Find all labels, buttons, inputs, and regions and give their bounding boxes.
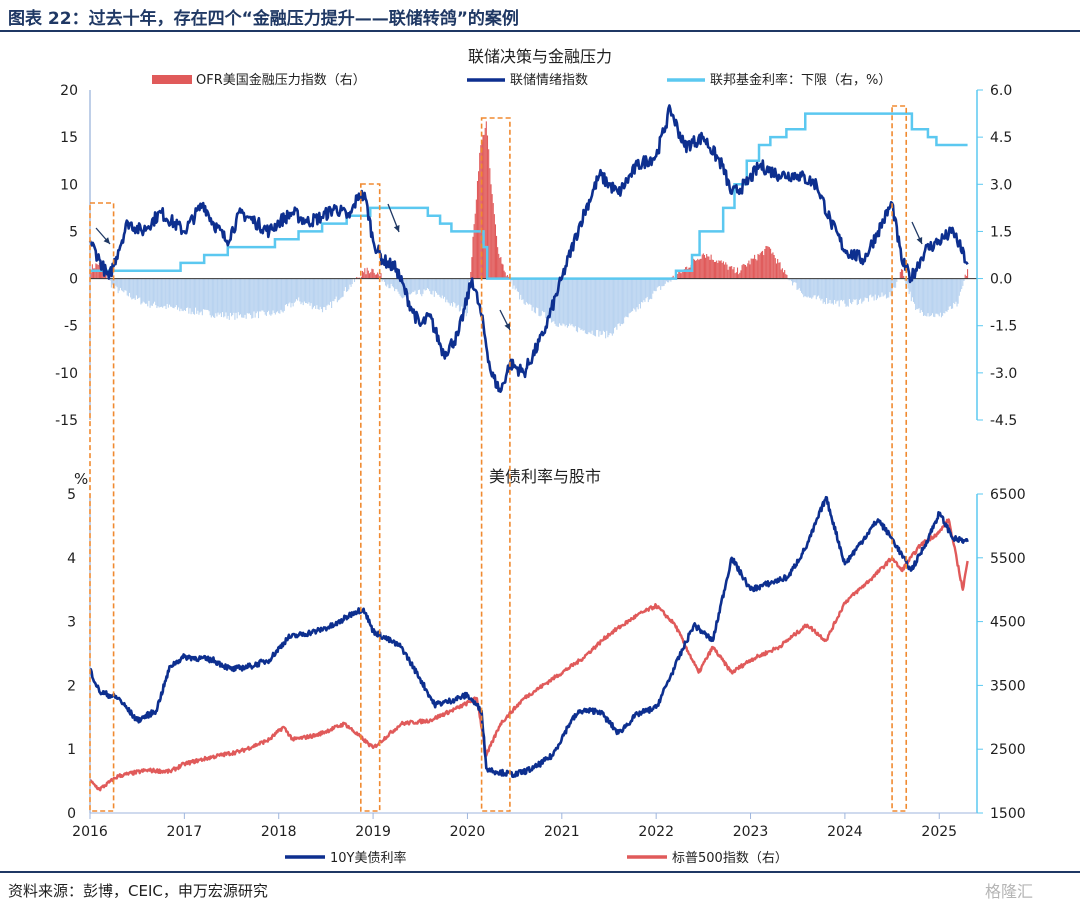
x-tick-label: 2017 [167, 824, 203, 840]
legend-label-10y: 10Y美债利率 [330, 850, 406, 866]
panel2-legend: 10Y美债利率 标普500指数（右） [285, 850, 788, 866]
legend-swatch-ofr [152, 75, 192, 84]
p1-right-tick-label: 3.0 [990, 177, 1012, 193]
spx-line [89, 518, 969, 792]
p1-right-tick-label: -1.5 [990, 319, 1017, 335]
x-tick-label: 2023 [733, 824, 769, 840]
panel2-right-ticks: 6500 5500 4500 3500 2500 1500 [977, 487, 1026, 822]
p1-left-tick-label: 0 [69, 272, 78, 288]
legend-label-ffr: 联邦基金利率：下限（右，%） [710, 72, 891, 88]
p1-left-tick-label: 10 [60, 177, 78, 193]
arrow-head [916, 237, 923, 244]
panel2-title: 美债利率与股市 [489, 467, 601, 486]
legend-label-ofr: OFR美国金融压力指数（右） [196, 72, 366, 88]
ffr-line [90, 112, 968, 280]
source-note: 资料来源：彭博，CEIC，申万宏源研究 [8, 882, 268, 900]
highlight-box [360, 183, 381, 812]
p1-left-tick-label: -10 [55, 366, 78, 382]
panel2-left-ticks: 5 4 3 2 1 0 [67, 487, 76, 822]
highlight-box [89, 202, 115, 812]
panel-rates-equities: 美债利率与股市 % 5 4 3 2 1 0 6500 5500 4500 3500 2500 150… [67, 467, 1026, 866]
panel1-right-ticks: 6.0 4.5 3.0 1.5 0.0 -1.5 -3.0 -4.5 [977, 83, 1017, 429]
p1-right-tick-label: -4.5 [990, 413, 1017, 429]
panel1-title: 联储决策与金融压力 [468, 47, 612, 66]
p1-left-tick-label: 20 [60, 83, 78, 99]
chart-canvas: 联储决策与金融压力 OFR美国金融压力指数（右） 联储情绪指数 联邦基金利率：下… [55, 47, 1026, 866]
ust10y-line [89, 495, 969, 779]
p2-left-tick-label: 2 [67, 678, 76, 694]
panel2-axes [89, 494, 978, 814]
panel1-left-ticks: 20 15 10 5 0 -5 -10 -15 [55, 83, 78, 429]
title-rule [0, 30, 1080, 32]
p2-left-tick-label: 3 [67, 615, 76, 631]
p1-right-tick-label: 4.5 [990, 130, 1012, 146]
p2-right-tick-label: 5500 [990, 551, 1026, 567]
watermark: 格隆汇 [985, 882, 1034, 901]
panel1-lines [88, 104, 977, 393]
arrow-head [393, 225, 400, 232]
p1-right-tick-label: 1.5 [990, 224, 1012, 240]
p2-right-tick-label: 3500 [990, 678, 1026, 694]
highlight-boxes [89, 105, 908, 812]
p1-right-tick-label: -3.0 [990, 366, 1017, 382]
sentiment-line [88, 104, 969, 393]
ofr-bars [89, 121, 969, 339]
p1-left-tick-label: -5 [64, 319, 78, 335]
p2-right-tick-label: 1500 [990, 806, 1026, 822]
annotation-arrows [95, 203, 923, 331]
x-tick-label: 2019 [355, 824, 391, 840]
x-tick-label: 2024 [827, 824, 863, 840]
p1-right-tick-label: 0.0 [990, 272, 1012, 288]
figure-title: 图表 22：过去十年，存在四个“金融压力提升——联储转鸽”的案例 [8, 9, 519, 29]
p1-left-tick-label: -15 [55, 413, 78, 429]
p1-left-tick-label: 15 [60, 130, 78, 146]
panel2-unit: % [74, 470, 88, 488]
p2-left-tick-label: 4 [67, 551, 76, 567]
panel2-lines [89, 495, 969, 792]
x-tick-label: 2022 [638, 824, 674, 840]
x-axis-ticks: 2016 2017 2018 2019 2020 2021 2022 2023 2024 2025 [72, 813, 957, 840]
p2-right-tick-label: 4500 [990, 615, 1026, 631]
p1-left-tick-label: 5 [69, 224, 78, 240]
p2-right-tick-label: 6500 [990, 487, 1026, 503]
x-tick-label: 2020 [450, 824, 486, 840]
p2-left-tick-label: 1 [67, 742, 76, 758]
x-tick-label: 2016 [72, 824, 108, 840]
p2-right-tick-label: 2500 [990, 742, 1026, 758]
legend-label-spx: 标普500指数（右） [672, 851, 788, 866]
x-tick-label: 2021 [544, 824, 580, 840]
p2-left-tick-label: 5 [67, 487, 76, 503]
legend-label-sentiment: 联储情绪指数 [510, 73, 588, 88]
arrow-head [103, 237, 110, 244]
highlight-box [480, 117, 511, 812]
x-tick-label: 2025 [921, 824, 957, 840]
x-tick-label: 2018 [261, 824, 297, 840]
source-rule [0, 871, 1080, 873]
panel1-legend: OFR美国金融压力指数（右） 联储情绪指数 联邦基金利率：下限（右，%） [152, 72, 891, 88]
p1-right-tick-label: 6.0 [990, 83, 1012, 99]
arrow-head [504, 323, 510, 330]
p2-left-tick-label: 0 [67, 806, 76, 822]
panel-fed-decision: 联储决策与金融压力 OFR美国金融压力指数（右） 联储情绪指数 联邦基金利率：下… [55, 47, 1017, 429]
